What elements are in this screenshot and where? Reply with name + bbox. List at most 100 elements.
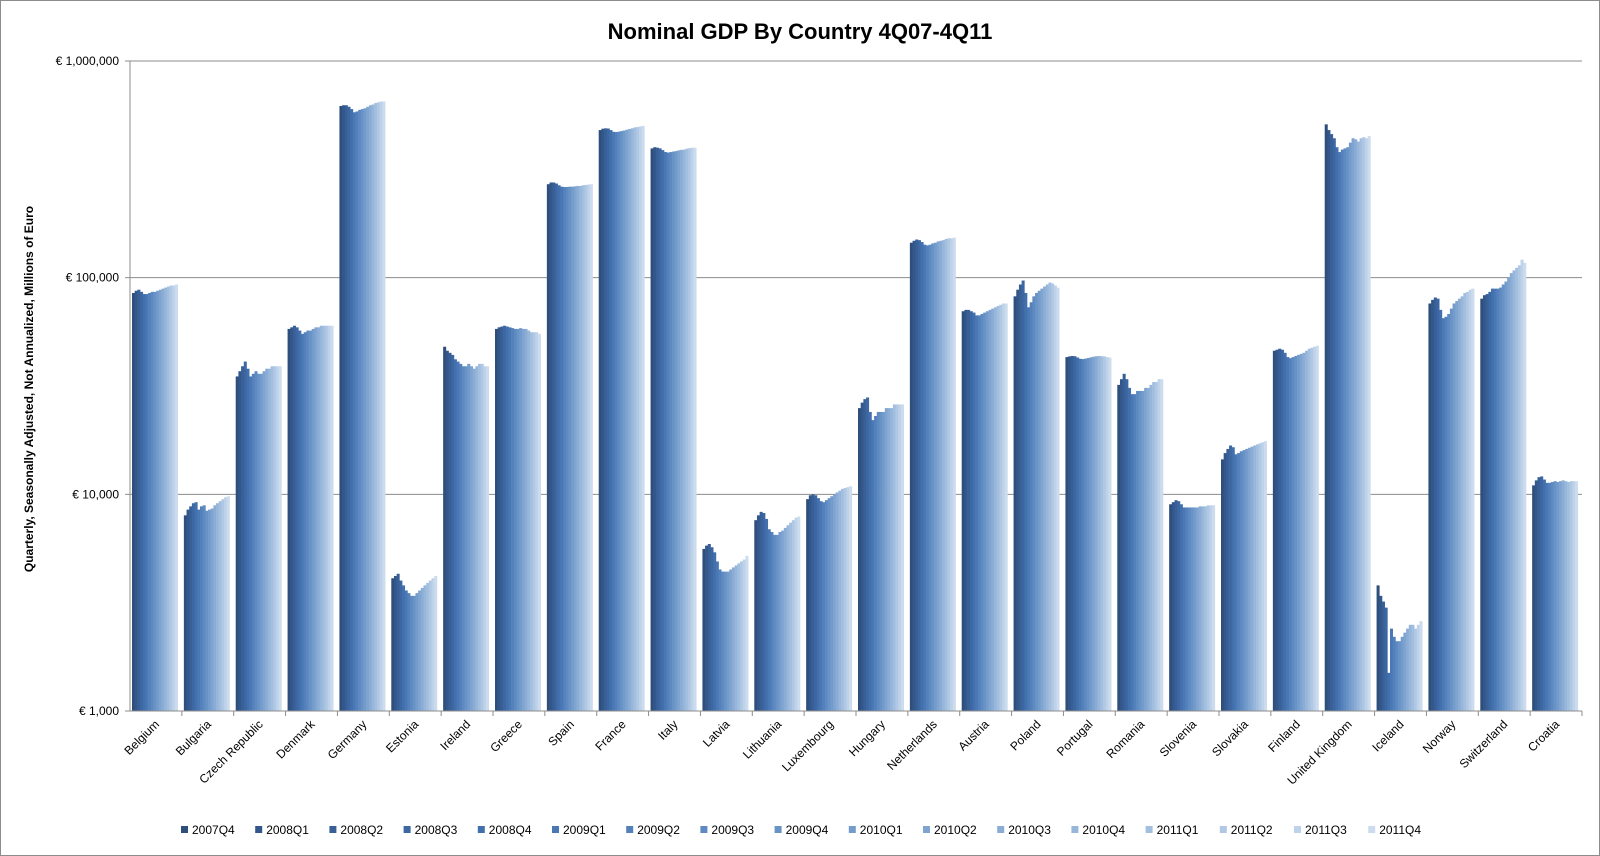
bar — [830, 496, 834, 711]
bar — [1001, 303, 1006, 711]
bar — [781, 530, 785, 711]
bar — [972, 312, 976, 711]
bar — [1275, 349, 1279, 711]
bar — [579, 185, 583, 711]
bar — [275, 366, 280, 711]
bar — [404, 590, 408, 711]
bar — [327, 325, 331, 711]
bar — [511, 328, 515, 711]
bar — [653, 147, 657, 712]
bar — [571, 186, 575, 711]
legend-label: 2011Q2 — [1231, 823, 1273, 837]
bar — [1392, 636, 1396, 711]
bar — [1398, 641, 1402, 711]
bar — [472, 368, 476, 711]
bar — [1026, 307, 1031, 711]
bar — [742, 559, 746, 711]
bar — [1532, 485, 1536, 711]
bar — [723, 571, 727, 711]
bar — [503, 325, 507, 711]
bar — [298, 330, 302, 711]
bar — [1330, 134, 1334, 711]
bar — [791, 520, 795, 711]
bar — [1040, 288, 1044, 711]
bar — [371, 104, 375, 712]
bar — [1157, 379, 1161, 711]
bar — [843, 487, 847, 711]
bar — [1278, 348, 1282, 711]
bar — [546, 184, 550, 711]
legend-swatch — [700, 826, 708, 833]
bar — [1201, 506, 1205, 711]
bar — [1436, 298, 1440, 711]
bar — [1354, 139, 1358, 711]
bar — [628, 128, 632, 711]
bar — [189, 506, 193, 711]
bar — [985, 311, 989, 711]
bar — [1068, 356, 1072, 711]
bar — [1089, 357, 1093, 711]
bar — [636, 126, 640, 712]
legend-label: 2010Q1 — [860, 823, 903, 837]
bar — [944, 238, 948, 711]
bar — [1128, 387, 1132, 711]
bar — [355, 111, 359, 711]
bar — [814, 495, 818, 711]
bar — [134, 290, 138, 711]
bar — [532, 332, 536, 711]
bar — [1125, 379, 1129, 711]
bar — [1146, 387, 1150, 711]
bar — [262, 371, 266, 711]
bar — [1460, 296, 1464, 711]
legend-label: 2010Q2 — [934, 823, 977, 837]
legend-label: 2011Q1 — [1157, 823, 1199, 837]
bar — [235, 376, 239, 711]
bar — [363, 108, 367, 712]
bar — [1509, 273, 1513, 711]
legend-swatch — [1294, 826, 1301, 833]
bar — [278, 366, 282, 711]
bar — [928, 244, 932, 712]
bar — [715, 561, 719, 711]
bar — [475, 366, 479, 711]
bar — [737, 563, 741, 711]
bar — [1239, 451, 1243, 711]
bar — [745, 555, 749, 711]
bar — [947, 238, 951, 711]
bar — [1182, 507, 1186, 711]
bar — [303, 332, 307, 711]
bar — [174, 284, 178, 711]
bar — [295, 327, 299, 711]
bar — [153, 291, 157, 711]
legend-label: 2009Q3 — [711, 823, 754, 837]
bar — [1449, 308, 1453, 711]
bar — [967, 309, 971, 711]
bar — [1441, 318, 1445, 711]
bar — [871, 420, 875, 711]
bar — [1376, 585, 1380, 711]
bar — [508, 327, 512, 711]
legend-swatch — [848, 826, 856, 833]
bar — [1428, 303, 1432, 711]
legend-swatch — [626, 826, 634, 833]
bar — [996, 306, 1000, 711]
bar — [319, 325, 323, 711]
bar — [1108, 357, 1112, 711]
bar — [396, 573, 400, 711]
bar — [707, 543, 711, 711]
bar — [1485, 294, 1489, 711]
bar — [767, 529, 771, 711]
bar — [1016, 289, 1020, 711]
bar — [1572, 481, 1576, 711]
y-tick-label: € 1,000,000 — [56, 54, 120, 68]
legend-label: 2007Q4 — [192, 823, 235, 837]
bar — [1190, 507, 1194, 711]
bar — [794, 517, 798, 711]
bar — [1414, 628, 1418, 711]
bar — [1253, 445, 1257, 711]
bar — [1545, 482, 1549, 711]
bar — [423, 585, 427, 711]
bar — [1416, 624, 1420, 711]
bar — [1056, 287, 1060, 711]
bar — [1073, 356, 1077, 711]
